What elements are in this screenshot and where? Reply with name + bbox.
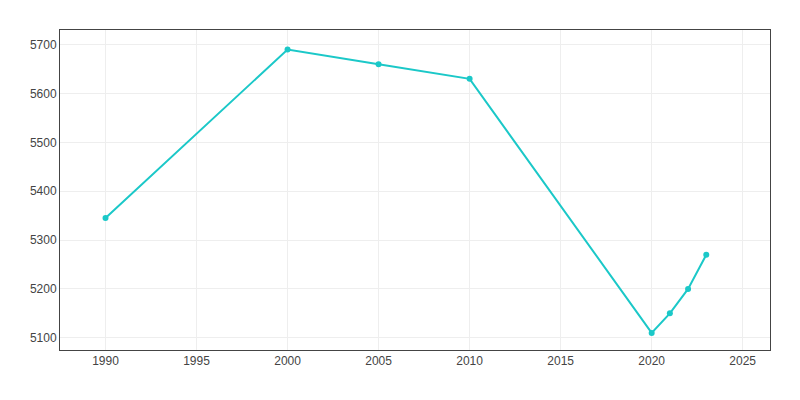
svg-text:2005: 2005	[365, 354, 392, 368]
svg-text:5300: 5300	[30, 233, 57, 247]
svg-text:2020: 2020	[638, 354, 665, 368]
svg-text:2000: 2000	[274, 354, 301, 368]
svg-text:2015: 2015	[547, 354, 574, 368]
svg-text:2010: 2010	[456, 354, 483, 368]
svg-text:5700: 5700	[30, 38, 57, 52]
svg-text:5600: 5600	[30, 87, 57, 101]
svg-text:5100: 5100	[30, 331, 57, 345]
svg-text:5500: 5500	[30, 136, 57, 150]
svg-text:1995: 1995	[183, 354, 210, 368]
svg-text:5400: 5400	[30, 184, 57, 198]
svg-text:1990: 1990	[92, 354, 119, 368]
svg-text:2025: 2025	[729, 354, 756, 368]
svg-text:5200: 5200	[30, 282, 57, 296]
